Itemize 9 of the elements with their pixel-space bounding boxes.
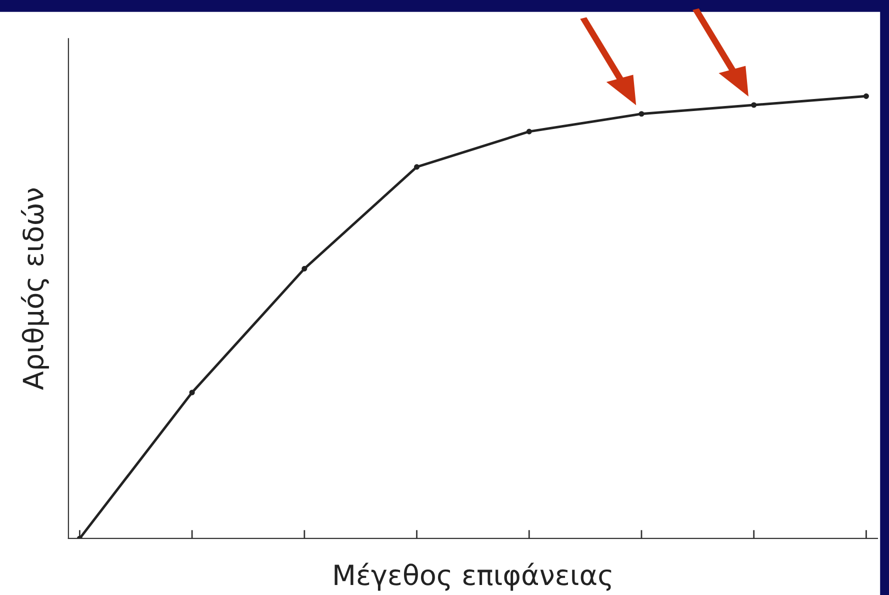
point [751, 102, 757, 108]
point [189, 390, 195, 396]
point [638, 111, 644, 117]
point [526, 128, 532, 134]
point [414, 164, 420, 170]
point [863, 93, 869, 99]
x-axis-title: Μέγεθος επιφάνειας [334, 562, 612, 591]
point [302, 266, 308, 272]
y-axis-title: Αριθμός ειδών [20, 188, 50, 390]
